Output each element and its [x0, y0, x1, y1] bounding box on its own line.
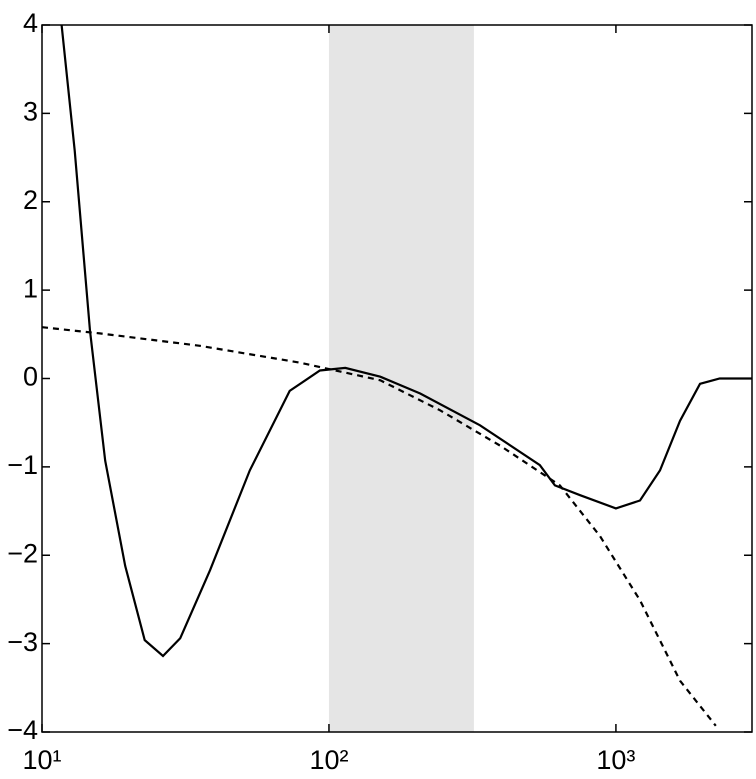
y-tick-label: −1 [7, 450, 38, 480]
y-tick-label: −4 [7, 715, 38, 745]
line-series [42, 326, 717, 727]
shaded-span [328, 25, 474, 732]
y-tick-label: 2 [23, 185, 38, 215]
y-tick-label: 1 [23, 273, 38, 303]
y-tick-label: 3 [23, 97, 38, 127]
x-tick-label: 10³ [596, 745, 635, 775]
x-tick-label: 10¹ [22, 745, 61, 775]
y-tick-label: −3 [7, 627, 38, 657]
y-tick-label: −2 [7, 538, 38, 568]
y-tick-label: 0 [23, 362, 38, 392]
line-series [60, 25, 752, 658]
y-tick-label: 4 [23, 8, 38, 38]
x-tick-label: 10² [309, 745, 348, 775]
